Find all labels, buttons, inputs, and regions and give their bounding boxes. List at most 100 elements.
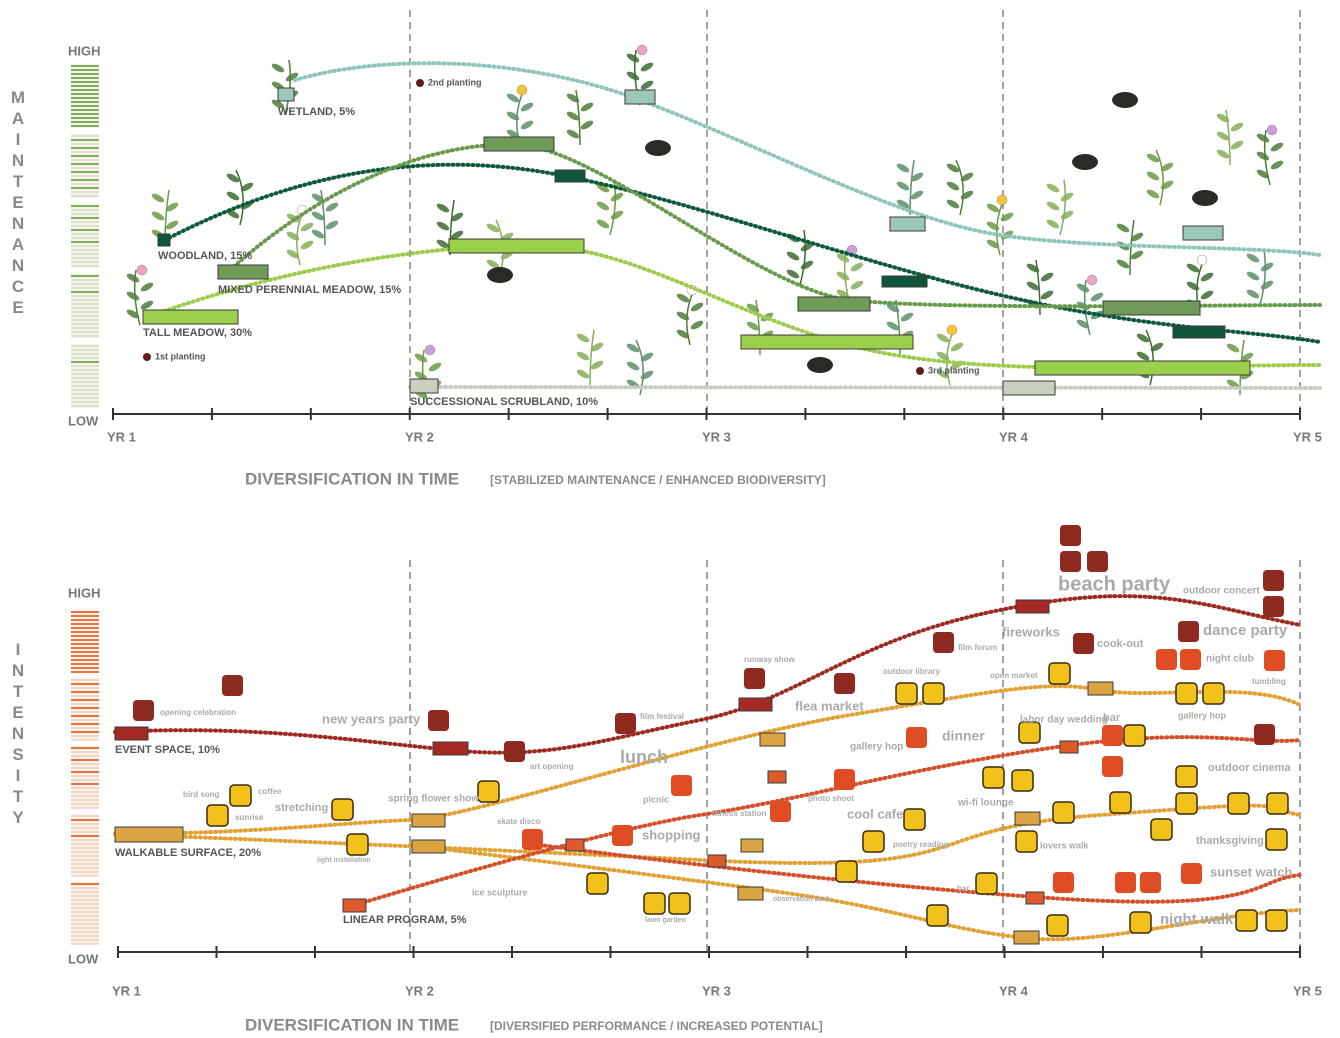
scale-stripe xyxy=(71,639,99,641)
plant-leaf xyxy=(486,223,500,233)
plant-leaf xyxy=(690,302,704,312)
activity-label: lunch xyxy=(620,747,668,767)
plant-leaf xyxy=(1246,289,1260,299)
scale-stripe xyxy=(71,261,99,263)
scale-stripe xyxy=(71,155,99,157)
plant-leaf xyxy=(1136,333,1150,343)
scale-stripe xyxy=(71,863,99,865)
activity-label: fitness station xyxy=(712,809,766,818)
wetland-curve xyxy=(293,61,1322,257)
activity-icon xyxy=(1087,551,1108,572)
scale-stripe xyxy=(71,191,99,193)
activity-icon xyxy=(1175,792,1198,815)
plant-leaf xyxy=(1200,290,1214,300)
scale-stripe xyxy=(71,891,99,893)
plant-leaf xyxy=(676,293,690,303)
activity-icon xyxy=(1102,725,1123,746)
plant-leaf xyxy=(1040,290,1054,300)
plant-leaf xyxy=(140,300,154,310)
plant-flower xyxy=(136,264,148,276)
activity-icon xyxy=(834,673,855,694)
activity-label: cool cafe xyxy=(847,806,903,821)
scale-stripe xyxy=(71,755,99,757)
scale-stripe xyxy=(71,635,99,637)
activity-icon xyxy=(428,710,449,731)
activity-icon xyxy=(1048,662,1071,685)
activity-icon xyxy=(903,808,926,831)
plant-leaf xyxy=(1026,263,1040,273)
layer-label: LINEAR PROGRAM, 5% xyxy=(343,914,467,926)
mixed-bar xyxy=(217,264,269,280)
plant-leaf xyxy=(450,212,464,222)
plant-leaf xyxy=(1186,263,1200,273)
wetland-bar xyxy=(889,216,926,232)
year-label: YR 5 xyxy=(1293,429,1322,444)
activity-label: picnic xyxy=(643,794,669,804)
plant-leaf xyxy=(676,311,690,321)
activity-label: observation deck xyxy=(773,896,831,903)
bird xyxy=(807,357,833,373)
plant-flower xyxy=(996,194,1008,206)
scale-stripe xyxy=(71,759,99,761)
activity-label: gallery hop xyxy=(850,742,903,753)
plant-leaf xyxy=(1160,180,1174,190)
activity-label: spring flower show xyxy=(388,794,479,805)
plant-leaf xyxy=(576,369,590,379)
activity-icon xyxy=(1046,914,1069,937)
plant-leaf xyxy=(896,181,910,191)
plant-leaf xyxy=(986,221,1000,231)
panel-title: DIVERSIFICATION IN TIME xyxy=(245,1015,459,1034)
activity-icon xyxy=(862,830,885,853)
mixed-meadow-curve xyxy=(228,142,1322,309)
plant-leaf xyxy=(126,291,140,301)
scale-stripe xyxy=(71,831,99,833)
plant-leaf xyxy=(1060,210,1074,220)
plant-stem xyxy=(235,169,244,226)
scale-stripe xyxy=(71,89,99,91)
scale-stripe xyxy=(71,85,99,87)
activity-icon xyxy=(1175,682,1198,705)
walkable-bar xyxy=(411,839,446,854)
plant-leaf xyxy=(946,199,960,209)
plant-leaf xyxy=(436,203,450,213)
scale-stripe xyxy=(71,775,99,777)
event-curve xyxy=(113,594,1302,755)
planting-label: 2nd planting xyxy=(428,77,482,87)
plant-leaf xyxy=(626,361,640,371)
plant-flower xyxy=(424,344,436,356)
plant-stem xyxy=(609,179,617,236)
scale-stripe xyxy=(71,871,99,873)
activity-label: fireworks xyxy=(1002,624,1060,639)
plant xyxy=(936,324,964,386)
scale-stripe xyxy=(71,187,99,189)
scale-stripe xyxy=(71,767,99,769)
activity-icon xyxy=(1156,649,1177,670)
scale-stripe xyxy=(71,209,99,211)
plant-leaf xyxy=(640,62,654,72)
plant-stem xyxy=(284,59,292,116)
plant-leaf xyxy=(1046,219,1060,229)
scale-stripe xyxy=(71,623,99,625)
plant-leaf xyxy=(786,269,800,279)
year-label: YR 3 xyxy=(702,983,731,998)
activity-label: tumbling xyxy=(1252,677,1286,686)
activity-icon xyxy=(1140,872,1161,893)
scale-stripe xyxy=(71,373,99,375)
scale-stripe xyxy=(71,651,99,653)
plant-leaf xyxy=(580,102,594,112)
planting-label: 1st planting xyxy=(155,351,206,361)
plant-leaf xyxy=(800,242,814,252)
activity-icon xyxy=(346,833,369,856)
plant-leaf xyxy=(151,193,165,203)
plant xyxy=(1136,329,1164,386)
bottom-grid xyxy=(409,560,1301,952)
plant xyxy=(596,179,624,236)
scale-stripe xyxy=(71,899,99,901)
scale-stripe xyxy=(71,299,99,301)
scale-stripe xyxy=(71,875,99,877)
plant-leaf xyxy=(311,193,325,203)
activity-icon xyxy=(834,769,855,790)
scale-stripe xyxy=(71,307,99,309)
plant-leaf xyxy=(1000,212,1014,222)
walkable-bar xyxy=(759,732,786,747)
